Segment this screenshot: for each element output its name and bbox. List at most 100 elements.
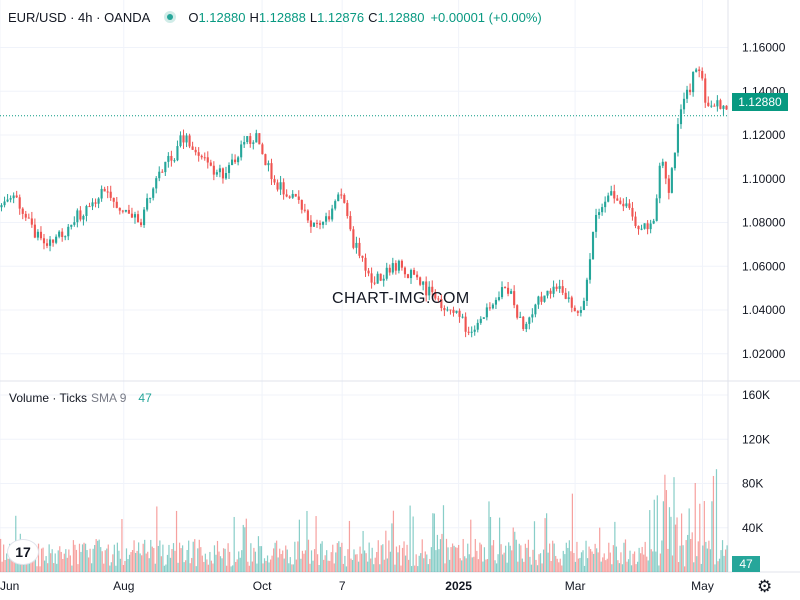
candle-body (349, 215, 352, 230)
volume-bar (112, 554, 114, 572)
volume-bar (558, 562, 560, 572)
volume-bar (218, 551, 220, 572)
candle-body (673, 152, 676, 169)
volume-bar (159, 540, 161, 572)
volume-bar (541, 563, 543, 572)
candle-body (637, 225, 640, 230)
volume-bar (172, 543, 175, 572)
volume-bar (60, 551, 62, 572)
volume-bar (289, 557, 291, 572)
volume-label[interactable]: Volume · Ticks (9, 391, 88, 405)
volume-bar (591, 551, 593, 572)
volume-bar (3, 544, 5, 572)
volume-bar (502, 554, 504, 572)
candle-body (188, 135, 191, 147)
candle-body (45, 243, 49, 246)
candle-body (91, 202, 94, 207)
volume-bar (424, 551, 426, 572)
tradingview-logo[interactable]: 17 (8, 540, 38, 564)
volume-bar (553, 543, 555, 572)
candle-body (321, 221, 325, 225)
volume-bar (260, 546, 263, 572)
volume-bar (706, 548, 708, 572)
volume-bar (219, 556, 222, 572)
volume-bar (160, 556, 162, 572)
volume-bar (86, 550, 88, 572)
candle-body (409, 270, 413, 279)
volume-bar (183, 562, 185, 572)
candle-body (667, 178, 670, 193)
time-tick-label: 7 (339, 579, 346, 593)
candle-body (55, 236, 58, 243)
volume-bar (364, 550, 366, 572)
volume-bar (185, 560, 187, 572)
candle-body (513, 291, 516, 306)
volume-bar (462, 538, 464, 572)
volume-bar (717, 561, 719, 572)
volume-bar (489, 516, 492, 572)
candle-body (12, 195, 15, 199)
volume-bar (134, 552, 137, 572)
volume-bar (107, 544, 109, 572)
volume-bar (407, 559, 410, 572)
price-tick-label: 1.10000 (742, 172, 786, 186)
candle-body (704, 78, 707, 103)
volume-bar (694, 483, 696, 572)
candle-body (412, 270, 416, 275)
volume-bar (458, 544, 460, 572)
candle-body (367, 270, 370, 274)
volume-bar (608, 542, 610, 572)
volume-bar (221, 558, 223, 572)
candle-body (470, 331, 473, 333)
candle-body (455, 310, 458, 313)
candle-body (458, 310, 461, 317)
volume-bar (470, 519, 472, 572)
candle-body (258, 133, 261, 145)
time-tick-label: Aug (113, 579, 134, 593)
symbol-name[interactable]: EUR/USD · 4h · OANDA (8, 9, 151, 25)
volume-bar (430, 547, 432, 572)
volume-bar (262, 563, 264, 572)
candle-body (649, 223, 652, 230)
candle-body (221, 168, 225, 179)
settings-gear-icon[interactable]: ⚙ (757, 577, 773, 596)
volume-sma-label: SMA 9 (91, 391, 127, 405)
volume-sma-value: 47 (138, 391, 152, 405)
candle-body (467, 331, 470, 333)
candle-body (300, 199, 303, 210)
volume-bar (451, 543, 454, 572)
candle-body (127, 209, 130, 214)
volume-bar (667, 548, 669, 572)
volume-bar (97, 540, 99, 572)
volume-bar (318, 565, 320, 572)
volume-bar (520, 545, 522, 572)
volume-bar (40, 548, 43, 572)
volume-bar (330, 552, 332, 572)
candle-body (291, 193, 294, 198)
candle-body (61, 231, 64, 237)
volume-bar (641, 546, 643, 572)
candle-body (364, 257, 367, 271)
volume-bar (643, 554, 645, 572)
volume-bar (726, 545, 728, 572)
candle-body (564, 292, 567, 299)
volume-bar (91, 563, 93, 572)
volume-bar (65, 549, 67, 572)
volume-bar (348, 520, 351, 572)
volume-bar (621, 564, 624, 572)
volume-bar (637, 561, 639, 572)
volume-bar (271, 555, 273, 572)
volume-bar (57, 550, 59, 572)
volume-bar (277, 557, 279, 572)
candle-body (370, 273, 373, 283)
price-tick-label: 1.08000 (742, 216, 786, 230)
volume-bar (315, 516, 317, 572)
volume-bar (312, 560, 314, 572)
candle-body (218, 168, 221, 173)
candle-body (525, 323, 528, 330)
volume-bar (353, 549, 355, 572)
volume-bar (150, 539, 152, 572)
candle-body (558, 286, 561, 289)
volume-bar (33, 559, 35, 572)
